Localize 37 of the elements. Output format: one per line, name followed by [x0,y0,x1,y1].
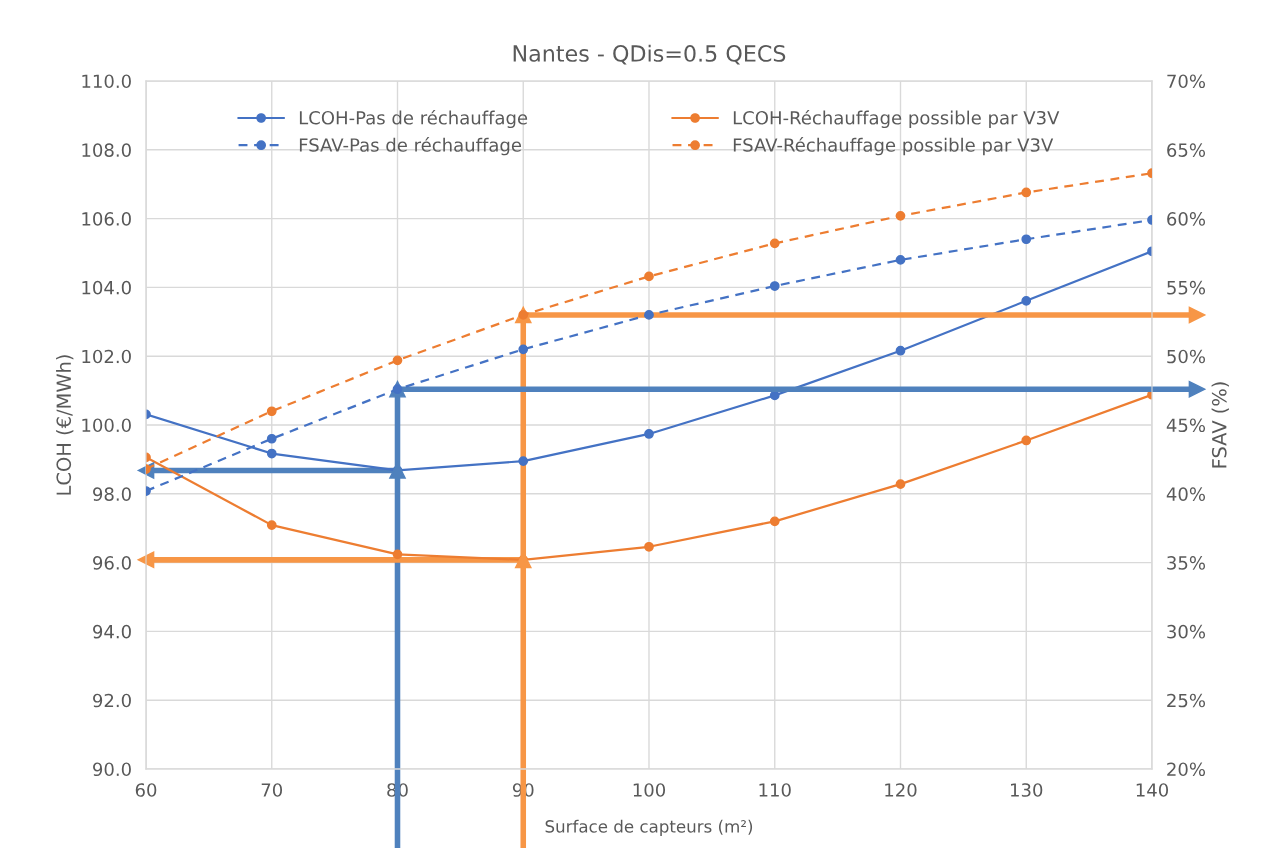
y-tick-label: 106.0 [82,212,131,226]
x-tick-label: 60 [135,783,157,797]
y-tick-label: 90.0 [93,762,131,777]
y-tick-label: 108.0 [82,143,131,157]
y2-tick-label: 65% [1167,143,1206,157]
y2-tick-label: 35% [1167,556,1206,570]
y-tick-label: 94.0 [93,624,131,639]
y2-tick-label: 55% [1167,280,1206,295]
legend-label: FSAV-Réchauffage possible par V3V [733,137,1054,156]
x-tick-label: 130 [1011,783,1043,797]
y-axis-title: LCOH (€/MWh) [56,355,74,495]
y2-tick-label: 25% [1167,693,1206,708]
y-tick-label: 92.0 [93,693,131,708]
y-tick-label: 100.0 [82,418,131,433]
y2-tick-label: 20% [1167,762,1206,777]
y2-tick-label: 50% [1167,349,1206,364]
legend-label: FSAV-Pas de réchauffage [299,137,522,156]
y-tick-label: 104.0 [82,280,131,295]
x-axis-title: Surface de capteurs (m²) [545,819,753,836]
x-tick-label: 120 [885,783,917,797]
x-tick-label: 110 [759,783,791,797]
y-tick-label: 98.0 [93,487,131,501]
y-tick-label: 102.0 [82,349,131,364]
y2-tick-label: 45% [1166,418,1206,433]
chart-title: Nantes - QDis=0.5 QECS [513,44,786,65]
legend-label: LCOH-Réchauffage possible par V3V [733,109,1060,129]
y2-tick-label: 30% [1167,624,1206,639]
y2-tick-label: 40% [1166,487,1206,501]
x-tick-label: 70 [261,783,283,797]
y-tick-label: 96.0 [93,556,131,570]
legend-label: LCOH-Pas de réchauffage [299,109,528,129]
x-tick-label: 140 [1136,783,1169,797]
x-tick-label: 100 [633,783,666,797]
y2-axis-title: FSAV (%) [1211,382,1229,468]
y2-tick-label: 60% [1167,212,1206,226]
y-tick-label: 110.0 [82,74,131,89]
y2-tick-label: 70% [1167,74,1206,89]
